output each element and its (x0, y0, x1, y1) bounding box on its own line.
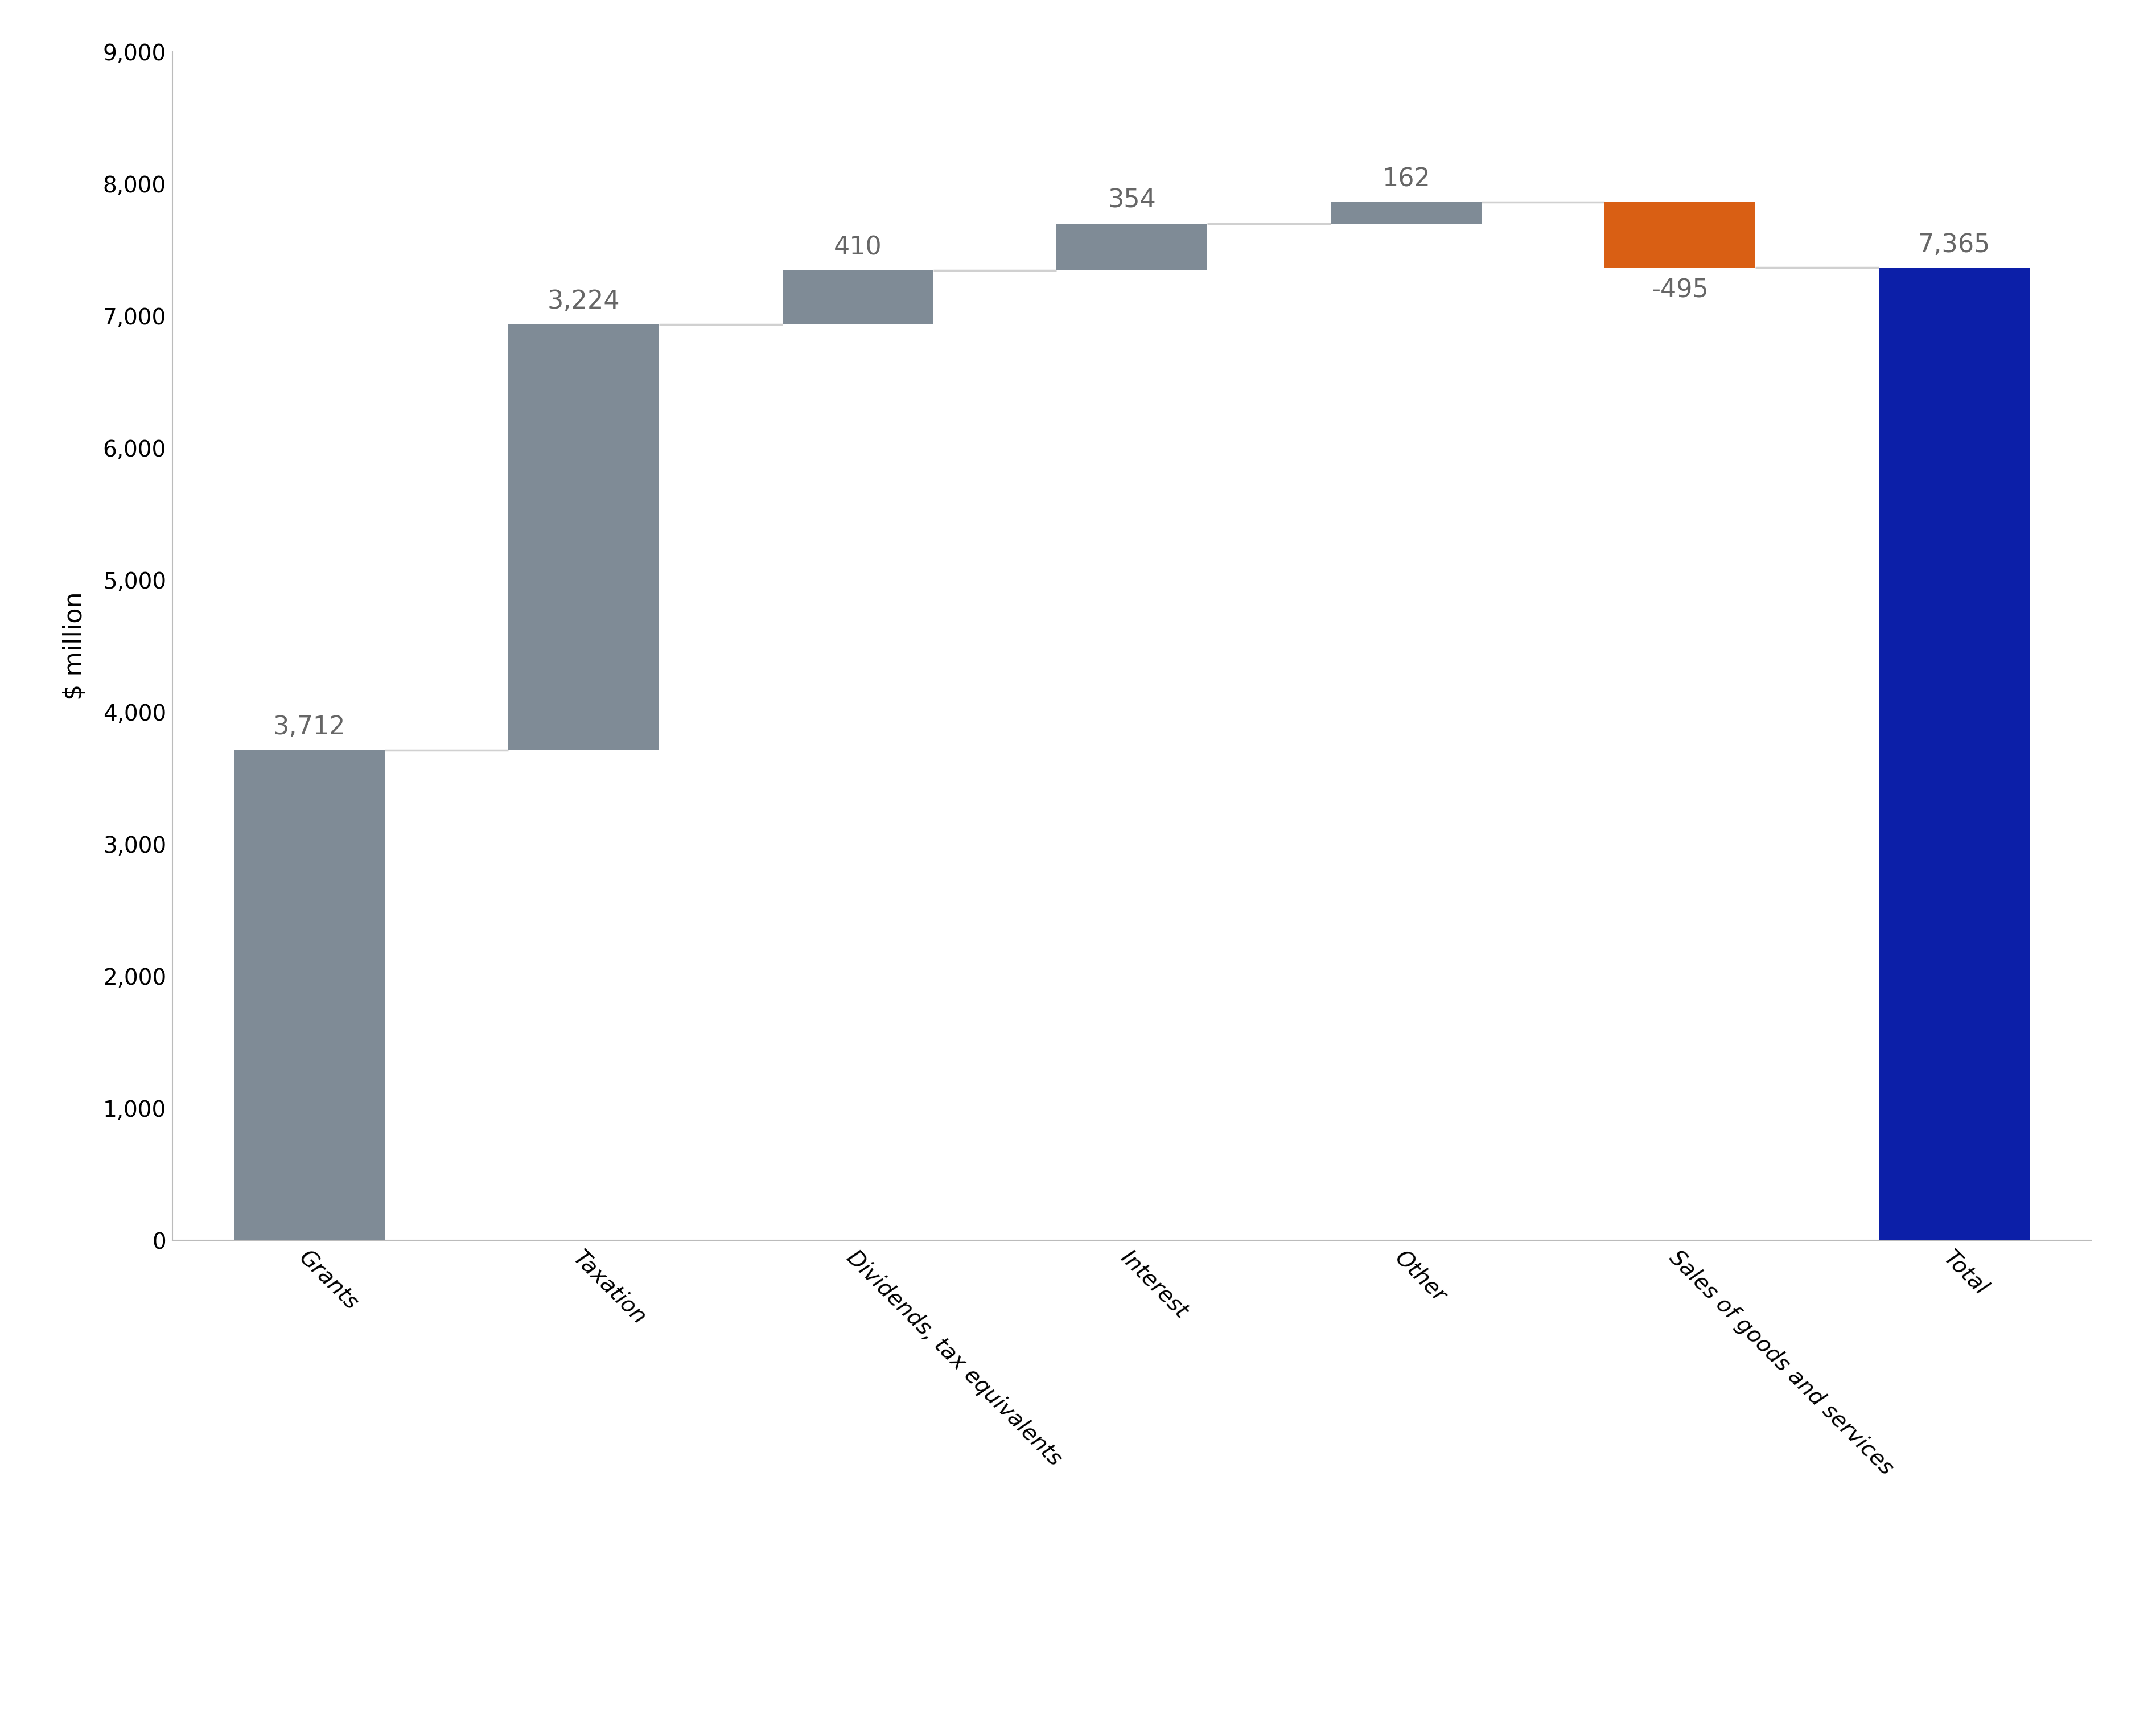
Text: 162: 162 (1382, 167, 1429, 191)
Bar (509, 324, 660, 750)
Bar (235, 750, 386, 1241)
Text: -495: -495 (1651, 277, 1710, 303)
Y-axis label: $ million: $ million (63, 593, 86, 700)
Bar (1330, 202, 1481, 224)
Text: 3,224: 3,224 (548, 289, 621, 314)
Bar (783, 271, 934, 324)
Text: 7,365: 7,365 (1919, 233, 1990, 257)
Bar (1604, 202, 1755, 267)
Text: 410: 410 (834, 234, 882, 260)
Bar (1056, 224, 1207, 271)
Bar (1878, 267, 2029, 1241)
Text: 354: 354 (1108, 188, 1156, 214)
Text: 3,712: 3,712 (274, 715, 345, 739)
